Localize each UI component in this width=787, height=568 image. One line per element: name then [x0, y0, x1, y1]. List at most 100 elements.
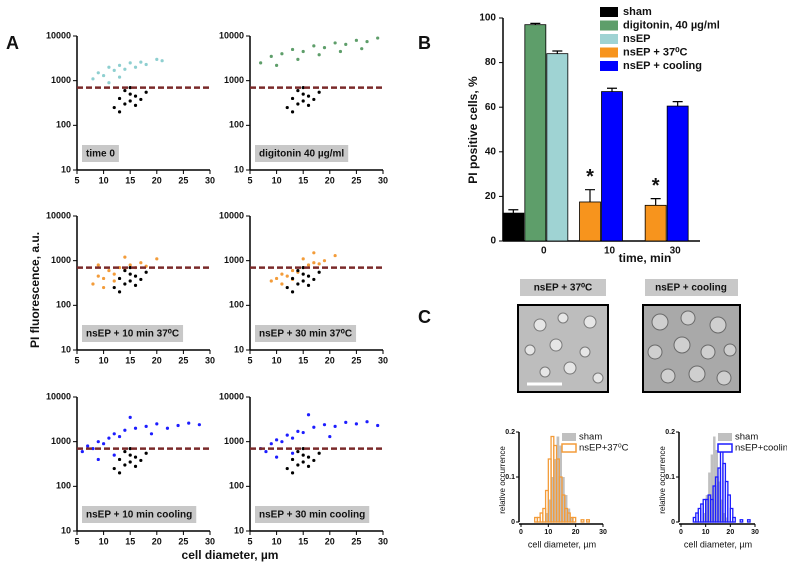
point: [312, 458, 316, 463]
point: [133, 464, 138, 468]
x-tick-label: 30: [205, 175, 215, 185]
x-tick-label: 30: [751, 529, 759, 536]
point: [139, 60, 143, 64]
point: [149, 432, 154, 436]
x-tick-label: 15: [125, 175, 135, 185]
point: [275, 455, 279, 459]
histogram-bar: [720, 499, 723, 522]
point: [317, 90, 321, 94]
histogram-bar: [705, 495, 709, 522]
point: [290, 457, 295, 462]
point: [128, 415, 132, 419]
point: [112, 68, 116, 72]
point: [112, 272, 116, 276]
x-tick-label: 30: [205, 536, 215, 546]
x-tick-label: 25: [351, 536, 361, 546]
legend-swatch: [600, 20, 618, 31]
point: [280, 52, 284, 56]
legend-label: nsEP: [623, 33, 651, 45]
histogram-bar: [725, 517, 728, 522]
y-tick-label: 10000: [219, 210, 244, 220]
point: [165, 426, 170, 430]
x-tick-label: 10: [99, 536, 109, 546]
x-tick-label: 10: [604, 246, 616, 257]
point: [285, 274, 289, 278]
point: [280, 272, 284, 276]
x-tick-label: 5: [247, 536, 252, 546]
point: [144, 451, 148, 455]
micrograph: [642, 304, 741, 393]
point: [269, 442, 273, 446]
point: [296, 463, 300, 467]
y-tick-label: 1000: [224, 75, 244, 85]
error-bar: [585, 189, 595, 202]
point: [107, 436, 111, 440]
point: [117, 457, 122, 462]
plot-label-box: [255, 145, 349, 162]
image-title-box: [520, 279, 606, 296]
point: [96, 263, 100, 267]
point: [123, 102, 127, 106]
point: [317, 270, 321, 274]
x-tick-label: 30: [670, 246, 682, 257]
point: [112, 453, 116, 457]
bar: [546, 53, 569, 242]
point: [306, 94, 311, 98]
point: [144, 62, 148, 67]
histogram-bar: [551, 477, 554, 522]
histogram-bar: [703, 513, 706, 522]
histogram-bar: [580, 519, 585, 523]
annotation: *: [652, 175, 660, 197]
point: [296, 268, 300, 273]
point: [306, 283, 311, 287]
plot-label: nsEP + 10 min cooling: [86, 510, 192, 521]
y-tick-label: 100: [56, 300, 71, 310]
point: [306, 413, 311, 417]
point: [301, 49, 305, 54]
y-tick-label: 0: [511, 519, 515, 526]
point: [91, 282, 95, 286]
x-tick-label: 15: [125, 355, 135, 365]
point: [301, 99, 305, 103]
point: [285, 285, 289, 290]
x-tick-label: 20: [325, 536, 335, 546]
error-bar: [530, 22, 541, 25]
point: [376, 36, 380, 40]
plot-label-box: [82, 145, 119, 162]
point: [123, 268, 127, 273]
point: [290, 268, 295, 273]
legend-swatch: [717, 443, 733, 453]
point: [285, 105, 289, 110]
y-tick-label: 60: [485, 102, 497, 113]
point: [102, 285, 106, 290]
y-tick-label: 20: [485, 191, 497, 202]
histogram-bar: [559, 445, 562, 522]
legend-label: nsEP+cooling: [735, 443, 787, 454]
histogram-bar: [562, 477, 565, 522]
y-tick-label: 10000: [46, 210, 71, 220]
point: [290, 471, 295, 475]
point: [123, 255, 127, 259]
legend-label: sham: [579, 432, 602, 443]
x-tick-label: 5: [74, 536, 79, 546]
point: [312, 425, 316, 429]
image-title: nsEP + 37⁰C: [534, 283, 593, 294]
histogram-bar: [739, 519, 744, 523]
point: [275, 438, 279, 442]
bar: [502, 212, 525, 242]
x-axis-label: cell diameter, µm: [182, 548, 279, 562]
x-tick-label: 30: [378, 355, 388, 365]
plot-label-box: [82, 325, 184, 342]
histogram-bar: [746, 519, 751, 523]
point: [312, 97, 316, 102]
point: [112, 432, 116, 436]
x-tick-label: 0: [519, 529, 523, 536]
y-tick-label: 0.1: [665, 474, 675, 481]
point: [86, 444, 90, 448]
point: [317, 53, 321, 57]
point: [123, 88, 127, 93]
point: [301, 460, 305, 464]
legend-label: sham: [623, 6, 652, 18]
y-tick-label: 10: [61, 164, 71, 174]
point: [269, 54, 273, 58]
